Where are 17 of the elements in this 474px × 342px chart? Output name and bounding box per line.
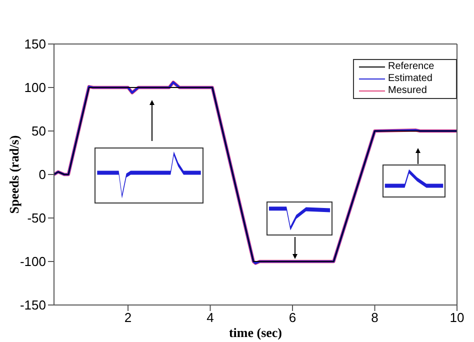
y-tick-label: -150	[20, 298, 46, 313]
y-tick-label: -50	[27, 210, 46, 226]
x-tick-label: 4	[206, 310, 214, 326]
legend-label: Reference	[388, 61, 434, 73]
y-tick-label: 0	[38, 167, 46, 182]
x-axis-title: time (sec)	[228, 325, 282, 340]
y-axis-title: Speeds (rad/s)	[6, 135, 22, 214]
y-tick-label: 50	[32, 124, 46, 139]
x-tick-label: 6	[288, 310, 296, 326]
legend-label: Estimated	[388, 73, 432, 85]
y-tick-label: 100	[24, 80, 46, 96]
x-tick-label: 2	[124, 310, 132, 326]
y-tick-label: 150	[24, 36, 46, 52]
y-tick-label: -100	[20, 254, 46, 270]
legend-label: Mesured	[388, 85, 427, 97]
x-tick-label: 10	[450, 310, 464, 326]
x-tick-label: 8	[371, 310, 378, 326]
